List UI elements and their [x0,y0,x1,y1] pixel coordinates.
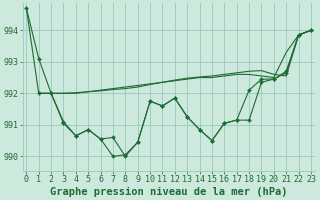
X-axis label: Graphe pression niveau de la mer (hPa): Graphe pression niveau de la mer (hPa) [50,186,287,197]
